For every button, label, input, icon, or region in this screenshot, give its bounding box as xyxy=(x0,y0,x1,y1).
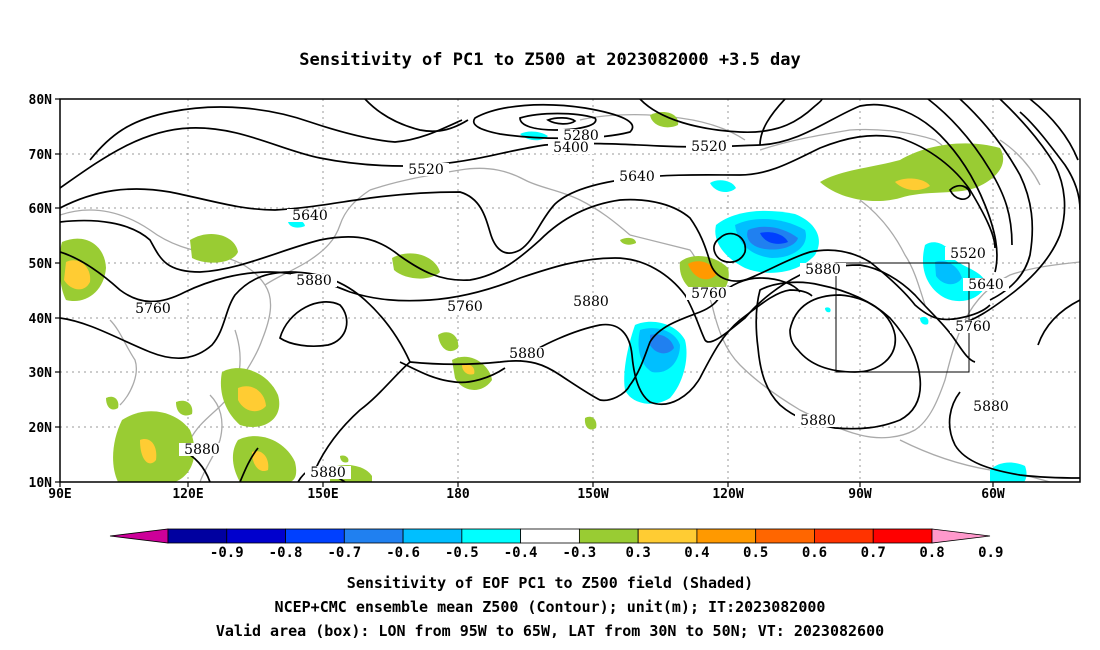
map-title: Sensitivity of PC1 to Z500 at 2023082000… xyxy=(299,50,801,70)
lat-label: 60N xyxy=(29,202,53,217)
caption-line-3: Valid area (box): LON from 95W to 65W, L… xyxy=(215,622,885,640)
contour-label: 5880 xyxy=(184,442,220,458)
contour-label: 5880 xyxy=(805,262,841,278)
colorbar-label: -0.4 xyxy=(504,545,538,561)
lon-label: 60W xyxy=(981,487,1005,502)
colorbar-swatch xyxy=(167,528,228,544)
colorbar-label: 0.9 xyxy=(978,545,1003,561)
contour-label: 5760 xyxy=(135,301,171,317)
colorbar-label: 0.8 xyxy=(919,545,944,561)
colorbar-low-arrow xyxy=(109,528,169,544)
lon-label: 150W xyxy=(577,487,608,502)
colorbar: -0.9 -0.8 -0.7 -0.6 -0.5 -0.4 -0.3 0.3 0.4 0.5 0.6… xyxy=(109,528,1003,561)
lat-label: 10N xyxy=(29,476,53,491)
contour-label: 5520 xyxy=(950,246,986,262)
colorbar-high-arrow xyxy=(931,528,991,544)
colorbar-label: -0.8 xyxy=(269,545,303,561)
contour-label: 5640 xyxy=(292,208,328,224)
colorbar-swatch xyxy=(461,528,522,544)
lat-label: 30N xyxy=(29,366,53,381)
lon-label: 120W xyxy=(712,487,743,502)
latitude-labels: 80N 70N 60N 50N 40N 30N 20N 10N xyxy=(29,93,53,491)
contour-label: 5760 xyxy=(691,286,727,302)
z500-contours xyxy=(60,99,1080,482)
contour-label: 5880 xyxy=(973,399,1009,415)
lon-label: 90E xyxy=(48,487,71,502)
contour-labels: 5280 5400 5520 5520 5520 5640 5640 5640 … xyxy=(130,128,1014,481)
axis-ticks xyxy=(55,98,994,487)
contour-label: 5520 xyxy=(408,162,444,178)
colorbar-swatch xyxy=(402,528,463,544)
colorbar-swatch xyxy=(226,528,286,544)
longitude-labels: 90E 120E 150E 180 150W 120W 90W 60W xyxy=(48,487,1005,502)
contour-label: 5640 xyxy=(619,169,655,185)
contour-label: 5760 xyxy=(955,319,991,335)
colorbar-label: -0.9 xyxy=(210,545,244,561)
colorbar-swatch xyxy=(696,528,757,544)
valid-area-box xyxy=(835,262,970,373)
colorbar-label: -0.7 xyxy=(327,545,361,561)
contour-label: 5880 xyxy=(573,294,609,310)
colorbar-swatch xyxy=(285,528,345,544)
colorbar-swatch xyxy=(755,528,815,544)
lat-label: 40N xyxy=(29,312,53,327)
colorbar-swatch xyxy=(814,528,874,544)
contour-label: 5400 xyxy=(553,140,589,156)
contour-label: 5520 xyxy=(691,139,727,155)
colorbar-swatch xyxy=(872,528,933,544)
colorbar-label: -0.3 xyxy=(563,545,597,561)
contour-label: 5880 xyxy=(296,273,332,289)
colorbar-label: -0.6 xyxy=(386,545,420,561)
caption-line-1: Sensitivity of EOF PC1 to Z500 field (Sh… xyxy=(346,574,754,592)
contour-label: 5880 xyxy=(509,346,545,362)
contour-label: 5880 xyxy=(800,413,836,429)
colorbar-swatch xyxy=(578,528,639,544)
lon-label: 150E xyxy=(307,487,338,502)
lat-label: 70N xyxy=(29,148,53,163)
contour-label: 5880 xyxy=(310,465,346,481)
colorbar-label: 0.3 xyxy=(626,545,651,561)
colorbar-swatch xyxy=(343,528,404,544)
lat-label: 80N xyxy=(29,93,53,108)
colorbar-swatch xyxy=(637,528,698,544)
colorbar-label: 0.7 xyxy=(861,545,886,561)
contour-label: 5760 xyxy=(447,299,483,315)
map-border xyxy=(59,98,1081,483)
colorbar-label: 0.5 xyxy=(743,545,768,561)
contour-label: 5280 xyxy=(563,128,599,144)
colorbar-label: -0.5 xyxy=(445,545,479,561)
colorbar-label: 0.4 xyxy=(684,545,709,561)
contour-label: 5640 xyxy=(968,277,1004,293)
colorbar-label: 0.6 xyxy=(802,545,827,561)
lat-label: 20N xyxy=(29,421,53,436)
lon-label: 120E xyxy=(172,487,203,502)
lat-label: 50N xyxy=(29,257,53,272)
caption-line-2: NCEP+CMC ensemble mean Z500 (Contour); u… xyxy=(274,598,826,616)
colorbar-swatch xyxy=(520,528,580,544)
lon-label: 90W xyxy=(848,487,872,502)
lon-label: 180 xyxy=(446,487,470,502)
